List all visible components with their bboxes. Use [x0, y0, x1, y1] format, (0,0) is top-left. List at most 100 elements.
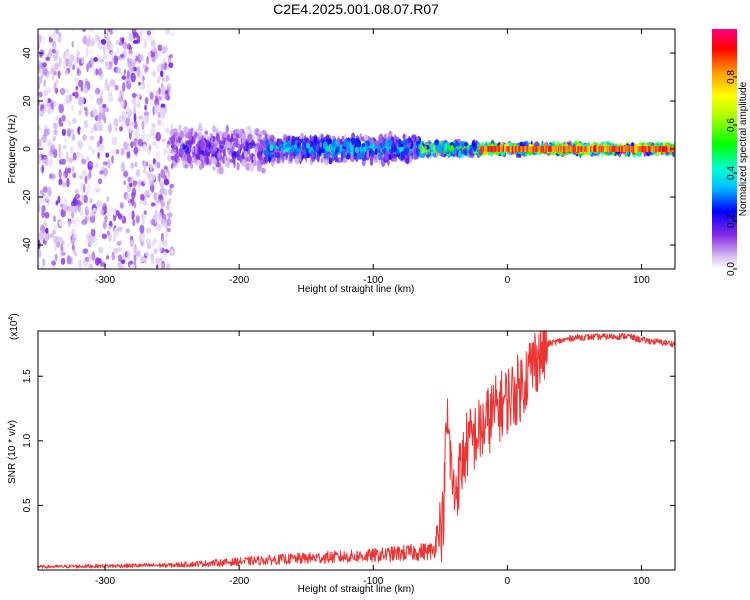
spectrogram-cell	[170, 249, 174, 255]
spectrogram-cell	[146, 133, 152, 142]
spectrogram-ridge-cell	[653, 146, 655, 152]
spectrogram-ridge-cell	[643, 146, 645, 152]
spectrogram-cell	[120, 259, 126, 265]
spectrogram-cell	[152, 126, 156, 131]
spectrogram-ridge-cell	[565, 146, 567, 152]
spectrogram-ridge-cell	[594, 146, 596, 152]
spectrogram-cell	[442, 149, 448, 155]
spectrogram-cell	[309, 134, 312, 144]
spectrogram-ridge-cell	[625, 146, 627, 152]
spectrogram-ridge-cell	[516, 146, 518, 152]
spectrogram-cell	[76, 67, 80, 74]
spectrogram-cell	[166, 217, 172, 227]
spectrogram-cell	[177, 136, 181, 143]
spectrogram-cell	[79, 128, 84, 135]
spectrogram-cell	[113, 227, 119, 236]
spectrogram-cell	[145, 238, 151, 245]
spectrogram-cell	[59, 87, 66, 96]
spectrogram-ridge-cell	[562, 146, 564, 152]
spectrogram-ridge-cell	[575, 146, 577, 152]
spectrogram-cell	[146, 30, 151, 36]
spectrogram-ridge-cell	[518, 146, 520, 152]
spectrogram-cell	[143, 199, 147, 206]
spectrogram-ridge-cell	[555, 146, 557, 152]
spectrogram-ridge-cell	[631, 146, 634, 152]
spectrogram-cell	[115, 210, 120, 216]
spectrogram-cell	[77, 204, 81, 213]
spectrogram-cell	[141, 214, 146, 225]
spectrogram-ridge-cell	[557, 146, 560, 152]
spectrogram-cell	[136, 66, 141, 76]
spectrogram-cell	[45, 56, 51, 62]
spectrogram-cell	[138, 179, 141, 188]
spectrogram-cell	[152, 158, 156, 165]
spectrogram-cell	[89, 29, 94, 32]
spectrogram-cell	[169, 31, 175, 37]
spectrogram-ridge-cell	[494, 146, 496, 152]
spectrogram-cell	[78, 57, 82, 67]
spectrogram-cell	[162, 262, 166, 269]
spectrogram-ridge-cell	[535, 146, 537, 152]
spectrogram-cell	[120, 148, 125, 156]
spectrogram-cell	[163, 178, 170, 186]
spectrogram-cell	[61, 114, 66, 122]
spectrogram-cell	[228, 143, 232, 150]
spectrogram-ridge-cell	[603, 146, 606, 152]
spectrogram-ridge-cell	[482, 146, 484, 152]
spectrogram-cell	[89, 210, 94, 218]
spectrogram-cell	[161, 138, 166, 143]
spectrogram-cell	[401, 153, 404, 158]
spectrogram-cell	[55, 115, 59, 121]
spectrogram-cell	[155, 144, 160, 149]
spectrogram-cell	[154, 104, 160, 115]
spectrogram-cell	[411, 154, 416, 160]
spectrogram-ridge-cell	[502, 146, 504, 152]
x-tick-label: -100	[363, 275, 383, 286]
spectrogram-cell	[117, 254, 122, 262]
spectrogram-cell	[456, 145, 461, 150]
spectrogram-ridge-cell	[662, 146, 665, 152]
spectrogram-cell	[53, 129, 58, 136]
spectrogram-ridge-cell	[584, 146, 586, 152]
spectrogram-cell	[325, 134, 330, 143]
y-tick-label: 0	[22, 146, 33, 152]
spectrogram-cell	[211, 149, 216, 154]
spectrogram-cell	[53, 123, 58, 130]
spectrogram-cell	[147, 82, 150, 89]
spectrogram-cell	[123, 171, 129, 177]
spectrogram-ridge-cell	[534, 146, 536, 152]
spectrogram-cell	[164, 188, 168, 197]
spectrogram-cell	[387, 138, 393, 147]
spectrogram-ridge-cell	[507, 146, 509, 152]
spectrogram-cell	[170, 163, 174, 169]
spectrogram-cell	[331, 149, 335, 160]
spectrogram-ridge-cell	[491, 146, 493, 152]
spectrogram-cell	[313, 134, 318, 144]
spectrogram-cell	[375, 140, 380, 145]
spectrogram-cell	[38, 91, 43, 98]
spectrogram-cell	[405, 147, 409, 154]
spectrogram-cell	[402, 133, 406, 140]
spectrogram-cell	[157, 96, 163, 101]
spectrogram-cell	[106, 230, 110, 237]
spectrogram-cell	[76, 151, 81, 158]
spectrogram-cell	[143, 111, 149, 117]
spectrogram-cell	[437, 143, 443, 154]
spectrogram-cell	[90, 228, 96, 237]
spectrogram-cell	[87, 173, 90, 180]
spectrogram-cell	[89, 197, 93, 204]
x-tick-label: 100	[633, 576, 650, 587]
spectrogram-cell	[316, 143, 320, 151]
spectrogram-cell	[319, 141, 322, 148]
spectrogram-cell	[241, 159, 247, 167]
spectrogram-ridge-cell	[540, 146, 542, 152]
spectrogram-ridge-cell	[655, 146, 657, 152]
spectrogram-ridge-cell	[610, 146, 612, 152]
spectrogram-cell	[404, 157, 410, 164]
spectrogram-cell	[376, 145, 382, 152]
spectrogram-cell	[84, 109, 89, 117]
spectrogram-ridge-cell	[579, 146, 581, 152]
spectrogram-cell	[117, 261, 122, 268]
spectrogram-cell	[82, 183, 86, 193]
spectrogram-cell	[103, 53, 108, 60]
